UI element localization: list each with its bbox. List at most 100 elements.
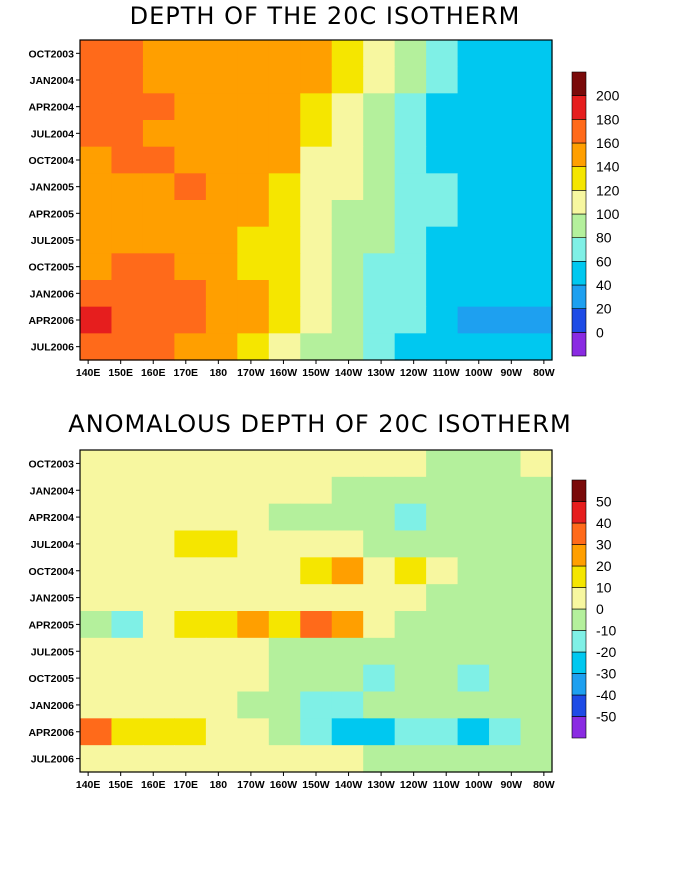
depth-cell [268, 120, 301, 148]
anomaly-cell [300, 584, 333, 612]
depth-cell [331, 200, 364, 228]
anomaly-cell [237, 637, 270, 666]
anomaly-cell [268, 745, 301, 773]
anomaly-cell [331, 476, 364, 505]
depth-cell [237, 226, 270, 254]
anomaly-cell [457, 530, 490, 558]
depth-x-tick-label: 160E [141, 367, 166, 379]
anomaly-colorbar-label: -10 [596, 623, 616, 639]
anomaly-cell [268, 718, 301, 746]
anomaly-cell [142, 718, 175, 746]
anomaly-cell [142, 450, 175, 478]
anomaly-cell [363, 745, 396, 773]
depth-cell [489, 280, 522, 308]
depth-cell [489, 226, 522, 254]
anomaly-cell [174, 584, 207, 612]
anomaly-cell [394, 745, 427, 773]
depth-cell [205, 306, 238, 334]
anomaly-colorbar-swatch [571, 587, 587, 610]
depth-y-tick-label: OCT2004 [28, 155, 74, 167]
anomaly-cell [142, 637, 175, 666]
depth-cell [394, 200, 427, 228]
anomaly-colorbar-label: 30 [596, 537, 612, 553]
depth-cell [489, 66, 522, 94]
depth-cell [300, 146, 333, 174]
anomaly-cell [111, 745, 144, 773]
depth-cell [80, 333, 113, 361]
depth-y-tick-label: JUL2004 [31, 128, 74, 140]
anomaly-cell [237, 584, 270, 612]
anomaly-cell [394, 450, 427, 478]
depth-cell [520, 40, 553, 68]
anomaly-cell [300, 450, 333, 478]
anomaly-cell [520, 584, 553, 612]
depth-cell [426, 93, 459, 121]
depth-cell [489, 253, 522, 281]
depth-cell [205, 66, 238, 94]
anomaly-cell [111, 450, 144, 478]
anomaly-cell [174, 718, 207, 746]
anomaly-cell [174, 611, 207, 639]
anomaly-y-tick-label: APR2004 [28, 512, 74, 524]
depth-cell [363, 253, 396, 281]
depth-colorbar-label: 40 [596, 277, 612, 293]
depth-cell [174, 306, 207, 334]
depth-cell [80, 200, 113, 228]
anomaly-cell [205, 664, 238, 693]
depth-cell [142, 93, 175, 121]
anomaly-cell [489, 557, 522, 585]
depth-cell [205, 93, 238, 121]
depth-colorbar-swatch [571, 95, 587, 120]
depth-cell [363, 333, 396, 361]
depth-colorbar-swatch [571, 332, 587, 357]
anomaly-x-tick-label: 170E [174, 779, 199, 791]
depth-cell [111, 146, 144, 174]
anomaly-cell [142, 611, 175, 639]
depth-y-tick-label: JAN2006 [30, 288, 75, 300]
anomaly-cell [363, 637, 396, 666]
depth-y-tick-label: JAN2004 [30, 75, 75, 87]
anomaly-cell [111, 611, 144, 639]
depth-cell [489, 173, 522, 201]
depth-cell [457, 306, 490, 334]
anomaly-y-tick-label: JAN2006 [30, 700, 75, 712]
depth-colorbar-swatch [571, 284, 587, 309]
depth-cell [331, 93, 364, 121]
depth-cell [142, 253, 175, 281]
depth-cell [142, 120, 175, 148]
depth-cell [394, 146, 427, 174]
depth-cell [174, 280, 207, 308]
depth-cell [268, 226, 301, 254]
depth-cell [268, 200, 301, 228]
anomaly-cell [489, 476, 522, 505]
depth-cell [520, 306, 553, 334]
depth-cell [174, 200, 207, 228]
anomaly-cell [520, 530, 553, 558]
depth-cell [174, 40, 207, 68]
depth-colorbar-label: 160 [596, 135, 620, 151]
anomaly-cell [237, 718, 270, 746]
depth-cell [142, 40, 175, 68]
anomaly-cell [426, 664, 459, 693]
anomaly-cell [457, 745, 490, 773]
anomaly-cell [300, 557, 333, 585]
depth-cell [363, 146, 396, 174]
depth-cell [363, 93, 396, 121]
anomaly-cell [457, 450, 490, 478]
anomaly-cell [174, 691, 207, 719]
anomaly-cell [205, 450, 238, 478]
anomaly-cell [394, 530, 427, 558]
depth-cell [331, 146, 364, 174]
depth-cell [520, 333, 553, 361]
depth-x-tick-label: 140E [76, 367, 101, 379]
depth-cell [111, 40, 144, 68]
depth-cell [363, 280, 396, 308]
anomaly-cell [205, 503, 238, 532]
depth-cell [237, 280, 270, 308]
anomaly-cell [489, 584, 522, 612]
anomaly-cell [457, 691, 490, 719]
anomaly-cell [331, 584, 364, 612]
anomaly-x-tick-label: 170W [237, 779, 265, 791]
anomaly-cell [520, 664, 553, 693]
anomaly-cell [520, 557, 553, 585]
